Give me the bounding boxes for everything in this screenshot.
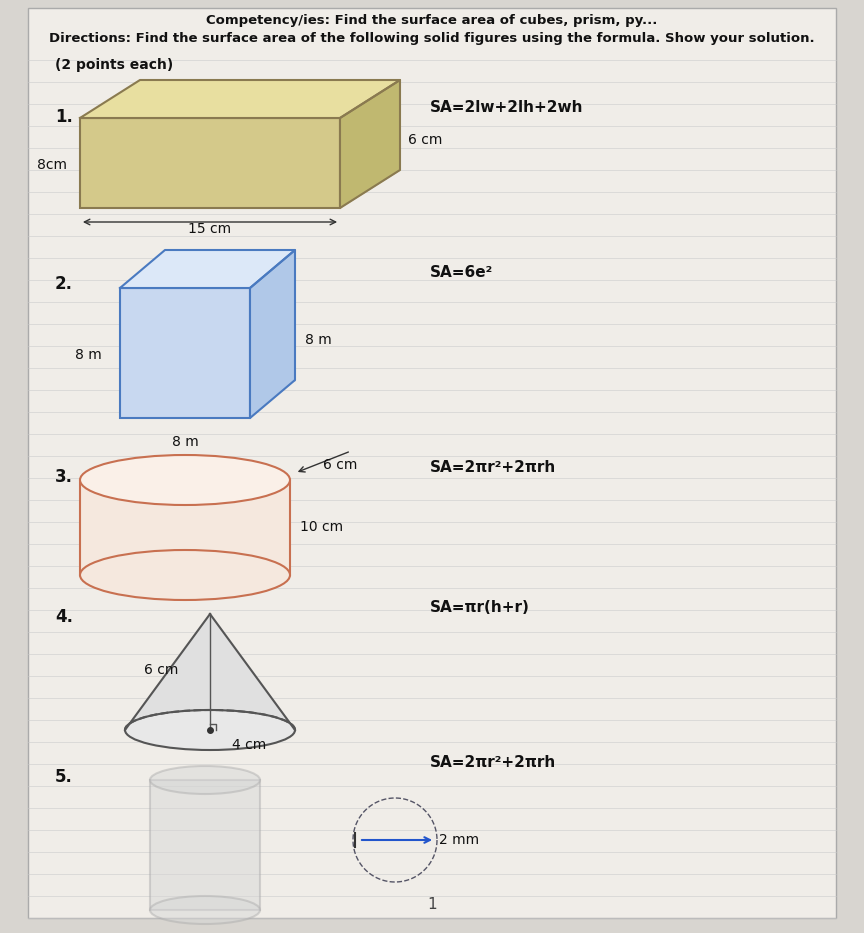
Ellipse shape (150, 896, 260, 924)
Text: SA=2πr²+2πrh: SA=2πr²+2πrh (430, 755, 556, 770)
Text: 4 cm: 4 cm (232, 738, 266, 752)
Text: 1.: 1. (55, 108, 73, 126)
Text: Competency/ies: Find the surface area of cubes, prism, py...: Competency/ies: Find the surface area of… (206, 14, 658, 27)
FancyBboxPatch shape (150, 780, 260, 910)
Polygon shape (125, 614, 295, 750)
Text: SA=6e²: SA=6e² (430, 265, 493, 280)
Ellipse shape (80, 550, 290, 600)
Text: Directions: Find the surface area of the following solid figures using the formu: Directions: Find the surface area of the… (49, 32, 815, 45)
Text: SA=2lw+2lh+2wh: SA=2lw+2lh+2wh (430, 100, 583, 115)
Text: (2 points each): (2 points each) (55, 58, 174, 72)
Text: 6 cm: 6 cm (143, 663, 178, 677)
Text: 8 m: 8 m (172, 435, 199, 449)
Text: 8 m: 8 m (74, 348, 101, 362)
FancyBboxPatch shape (80, 118, 340, 208)
Text: 8 m: 8 m (305, 333, 332, 347)
Text: SA=2πr²+2πrh: SA=2πr²+2πrh (430, 460, 556, 475)
FancyBboxPatch shape (120, 288, 250, 418)
Text: SA=πr(h+r): SA=πr(h+r) (430, 600, 530, 615)
Text: 4.: 4. (55, 608, 73, 626)
Ellipse shape (80, 455, 290, 505)
Text: 2 mm: 2 mm (439, 833, 480, 847)
Polygon shape (120, 250, 295, 288)
Polygon shape (340, 80, 400, 208)
Text: 15 cm: 15 cm (188, 222, 232, 236)
Text: 6 cm: 6 cm (323, 458, 358, 472)
Polygon shape (80, 80, 400, 118)
Text: 5.: 5. (55, 768, 73, 786)
Text: 6 cm: 6 cm (408, 133, 442, 147)
Polygon shape (250, 250, 295, 418)
Text: 3.: 3. (55, 468, 73, 486)
Text: 10 cm: 10 cm (300, 520, 343, 534)
Text: 8cm: 8cm (37, 158, 67, 172)
Ellipse shape (150, 766, 260, 794)
Text: 1: 1 (427, 897, 437, 912)
FancyBboxPatch shape (80, 480, 290, 575)
Text: 2.: 2. (55, 275, 73, 293)
Ellipse shape (125, 710, 295, 750)
FancyBboxPatch shape (28, 8, 836, 918)
